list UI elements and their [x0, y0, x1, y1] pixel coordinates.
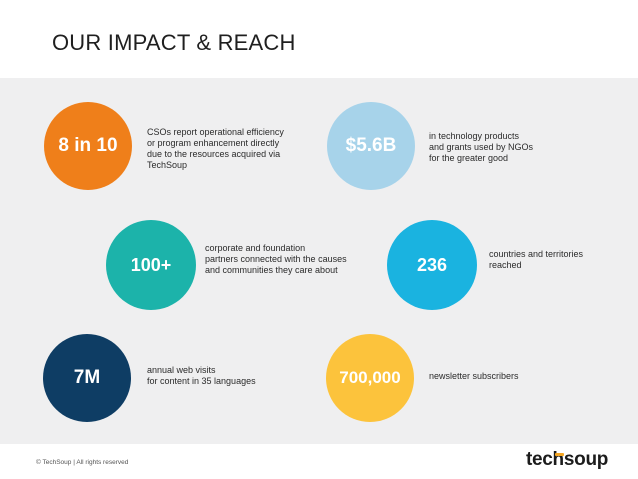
stat-value: $5.6B	[345, 135, 397, 156]
stat-value: 100+	[130, 254, 172, 275]
stat-description-web-visits: annual web visits for content in 35 lang…	[147, 365, 256, 386]
stat-description-partners: corporate and foundation partners connec…	[205, 243, 347, 275]
stat-circle-partners: 100+	[106, 220, 196, 310]
stat-circle-efficiency: 8 in 10	[44, 102, 132, 190]
stat-description-efficiency: CSOs report operational efficiency or pr…	[147, 127, 284, 170]
stat-description-countries: countries and territories reached	[489, 249, 584, 270]
stat-circle-technology-grants: $5.6B	[327, 102, 415, 190]
copyright-text: © TechSoup | All rights reserved	[36, 459, 129, 466]
stat-value: 236	[416, 254, 448, 275]
stat-value: 7M	[73, 367, 101, 388]
stat-description-newsletter: newsletter subscribers	[429, 371, 519, 381]
stat-circle-web-visits: 7M	[43, 334, 131, 422]
logo-accent-mark	[555, 453, 564, 456]
stat-value: 700,000	[339, 368, 401, 387]
logo-wordmark: techsoup	[526, 449, 609, 470]
stat-circle-countries: 236	[387, 220, 477, 310]
stat-circle-newsletter: 700,000	[326, 334, 414, 422]
techsoup-logo: techsoup	[526, 449, 609, 471]
page-title: OUR IMPACT & REACH	[52, 30, 296, 55]
stat-description-technology-grants: in technology products and grants used b…	[429, 131, 534, 163]
stat-value: 8 in 10	[58, 135, 118, 156]
